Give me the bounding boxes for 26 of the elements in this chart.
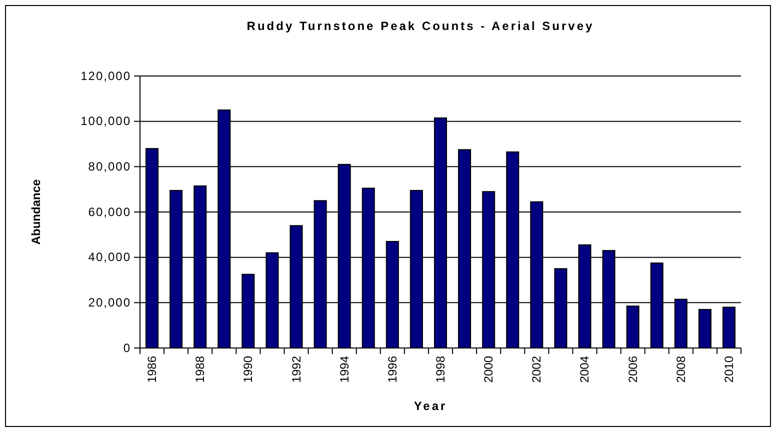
y-axis-title: Abundance: [29, 179, 43, 245]
x-tick-label: 1996: [385, 356, 400, 383]
x-tick-label: 2006: [626, 356, 640, 383]
x-tick-label: 1986: [145, 356, 160, 383]
x-tick-label: 1992: [289, 356, 304, 383]
y-tick-label: 80,000: [88, 160, 131, 174]
x-axis-title: Year: [414, 399, 448, 413]
chart-title: Ruddy Turnstone Peak Counts - Aerial Survey: [246, 19, 594, 33]
x-tick-label: 1988: [193, 356, 208, 383]
y-tick-label: 60,000: [88, 204, 131, 219]
x-tick-label: 2008: [674, 356, 688, 383]
y-tick-label: 20,000: [88, 296, 131, 310]
x-tick-label: 2010: [722, 356, 736, 383]
x-tick-label: 1998: [434, 356, 448, 383]
bar: [626, 306, 640, 348]
x-tick-label: 1990: [241, 356, 256, 383]
x-tick-label: 1994: [337, 356, 352, 383]
y-tick-label: 120,000: [80, 68, 131, 83]
bar: [722, 306, 736, 348]
x-tick-label: 2000: [482, 356, 496, 383]
x-tick-label: 2002: [530, 356, 544, 383]
y-tick-label: 100,000: [80, 114, 131, 128]
y-tick-label: 40,000: [88, 250, 131, 264]
x-tick-label: 2004: [578, 356, 592, 383]
bar: [698, 308, 712, 348]
y-tick-label: 0: [123, 340, 131, 355]
